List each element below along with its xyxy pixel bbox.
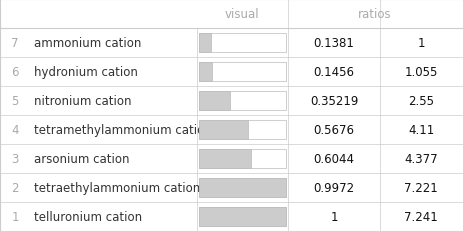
Text: visual: visual bbox=[225, 8, 259, 21]
Text: 1: 1 bbox=[11, 210, 19, 223]
Bar bbox=[199, 63, 211, 82]
Text: hydronium cation: hydronium cation bbox=[34, 66, 138, 79]
Text: 5: 5 bbox=[12, 94, 19, 108]
Text: ammonium cation: ammonium cation bbox=[34, 37, 141, 50]
Text: 6: 6 bbox=[11, 66, 19, 79]
Text: tetraethylammonium cation: tetraethylammonium cation bbox=[34, 181, 200, 194]
Bar bbox=[199, 178, 285, 197]
Bar bbox=[199, 207, 285, 226]
Text: 0.1456: 0.1456 bbox=[313, 66, 354, 79]
Bar bbox=[199, 34, 285, 53]
Text: 0.9972: 0.9972 bbox=[313, 181, 354, 194]
Text: 0.5676: 0.5676 bbox=[313, 123, 354, 137]
Bar bbox=[199, 121, 285, 139]
Text: tetramethylammonium cation: tetramethylammonium cation bbox=[34, 123, 211, 137]
Text: 1.055: 1.055 bbox=[404, 66, 437, 79]
Bar bbox=[199, 92, 229, 110]
Text: 7: 7 bbox=[11, 37, 19, 50]
Text: 4.11: 4.11 bbox=[407, 123, 433, 137]
Bar bbox=[199, 178, 285, 197]
Text: nitronium cation: nitronium cation bbox=[34, 94, 131, 108]
Text: 0.6044: 0.6044 bbox=[313, 152, 354, 165]
Bar bbox=[199, 63, 285, 82]
Bar bbox=[199, 150, 251, 168]
Bar bbox=[199, 150, 285, 168]
Text: telluronium cation: telluronium cation bbox=[34, 210, 142, 223]
Text: 7.221: 7.221 bbox=[403, 181, 437, 194]
Text: ratios: ratios bbox=[357, 8, 391, 21]
Bar bbox=[199, 34, 211, 53]
Text: 2: 2 bbox=[11, 181, 19, 194]
Text: 0.35219: 0.35219 bbox=[309, 94, 357, 108]
Text: 0.1381: 0.1381 bbox=[313, 37, 354, 50]
Text: 3: 3 bbox=[12, 152, 19, 165]
Text: 4: 4 bbox=[11, 123, 19, 137]
Text: 2.55: 2.55 bbox=[407, 94, 433, 108]
Text: 4.377: 4.377 bbox=[403, 152, 437, 165]
Text: 7.241: 7.241 bbox=[403, 210, 437, 223]
Text: 1: 1 bbox=[330, 210, 337, 223]
Bar bbox=[199, 121, 248, 139]
Bar bbox=[199, 207, 285, 226]
Text: arsonium cation: arsonium cation bbox=[34, 152, 129, 165]
Text: 1: 1 bbox=[416, 37, 424, 50]
Bar bbox=[199, 92, 285, 110]
